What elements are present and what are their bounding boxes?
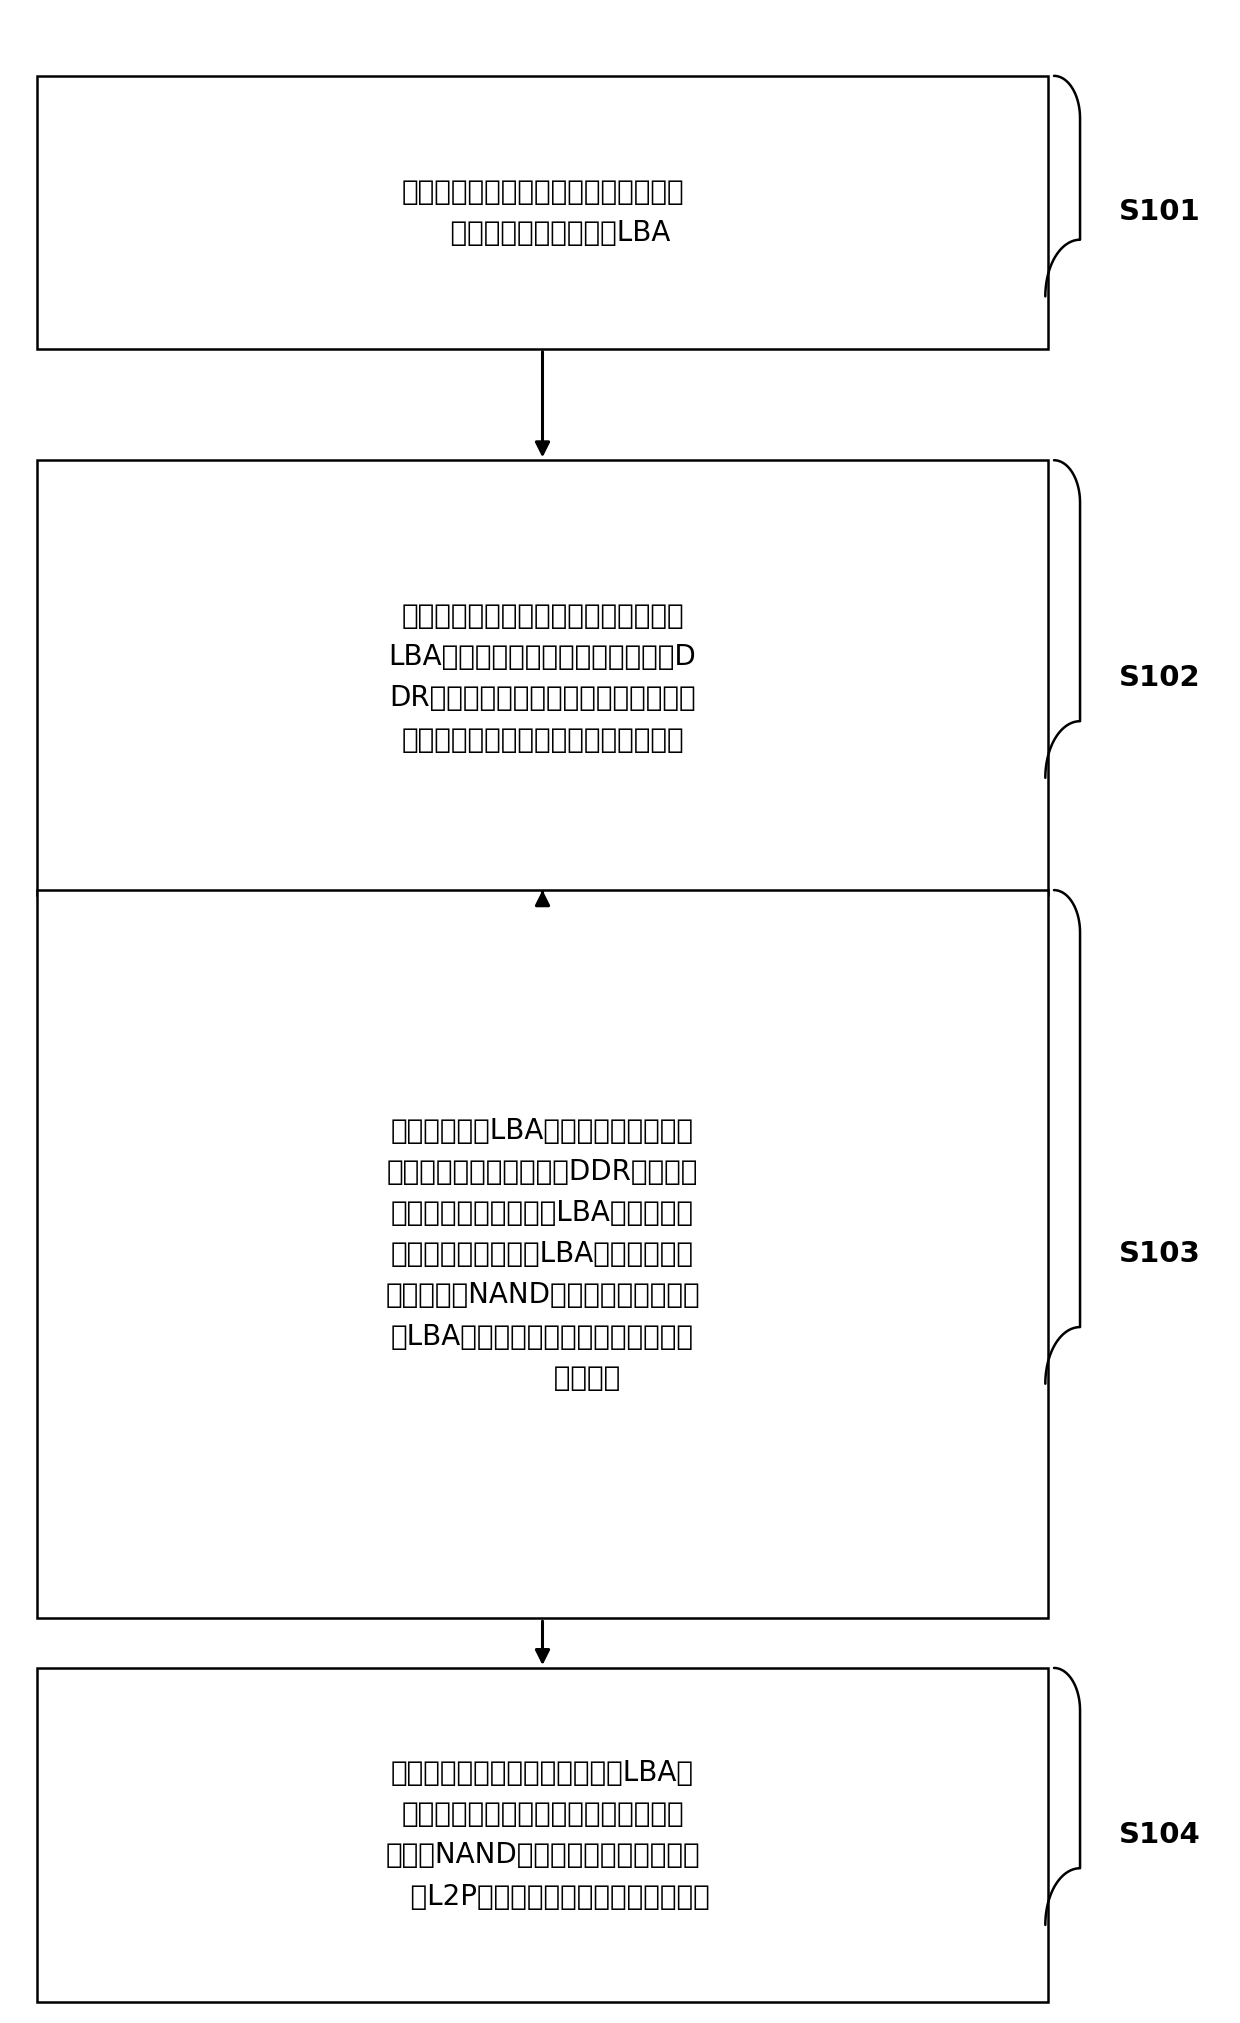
Text: S101: S101 — [1118, 198, 1200, 227]
Text: 在固态硬盘正常运行过程中，当检测到
LBA中的自管理数据发生变化时，在D
DR中更新自管理数据，并将自管理数据
的变化量存储在相应的第一存储区域中: 在固态硬盘正常运行过程中，当检测到 LBA中的自管理数据发生变化时，在D DR中… — [388, 603, 697, 753]
Bar — [37, 1667, 1048, 2003]
Text: 预先根据固态硬盘的管理数据，按照预
    设数据存储量进行划分LBA: 预先根据固态硬盘的管理数据，按照预 设数据存储量进行划分LBA — [402, 178, 683, 247]
Text: S104: S104 — [1118, 1821, 1200, 1849]
Text: 当检测到目标LBA的第一存储区域的剩
余空间满足预设条件，从DDR中按照预
设数据拷贝量将与目标LBA相对应的管
理数据，复制至目标LBA的第二存储区
域中，并: 当检测到目标LBA的第一存储区域的剩 余空间满足预设条件，从DDR中按照预 设数… — [386, 1117, 699, 1392]
Text: S102: S102 — [1118, 664, 1200, 692]
Text: S103: S103 — [1118, 1240, 1200, 1268]
Bar — [37, 890, 1048, 1618]
Bar — [37, 77, 1048, 350]
Text: 当检测到固态硬盘下电时，将各LBA的
第一存储区域和第二存储区域中的数据
刷写至NAND中，并将更新的管理数据
    的L2P表下刷至控制管理器的超级块中: 当检测到固态硬盘下电时，将各LBA的 第一存储区域和第二存储区域中的数据 刷写至… — [376, 1760, 709, 1910]
Bar — [37, 461, 1048, 894]
